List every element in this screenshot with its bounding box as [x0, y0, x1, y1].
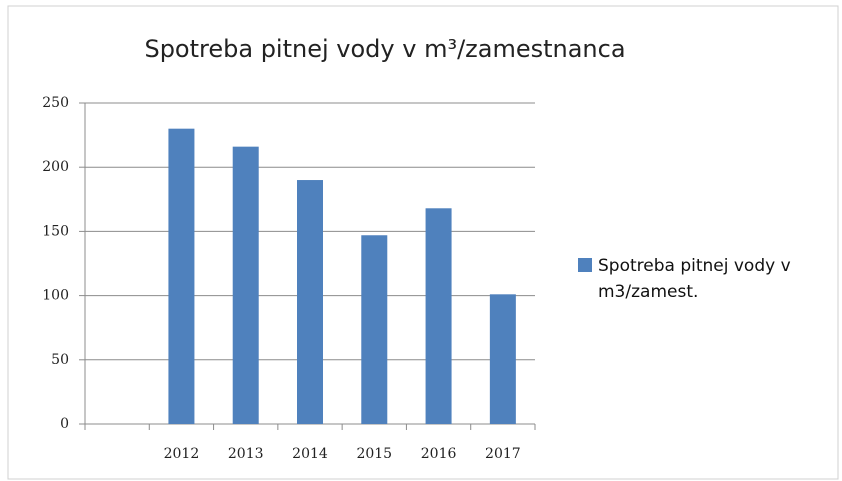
bar [232, 146, 259, 424]
y-tick-label: 150 [42, 223, 69, 239]
bar [297, 180, 323, 424]
y-tick-label: 100 [42, 288, 69, 304]
bar [361, 235, 388, 424]
x-tick-label: 2015 [356, 446, 392, 462]
y-tick-label: 200 [42, 159, 69, 175]
x-tick-label: 2012 [164, 446, 200, 462]
chart-title: Spotreba pitnej vody v m³/zamestnanca [144, 35, 625, 63]
legend-label: Spotreba pitnej vody v m3/zamest. [598, 256, 791, 302]
x-tick-label: 2016 [421, 446, 457, 462]
bar [425, 208, 452, 424]
legend-swatch [578, 258, 592, 272]
bar [489, 294, 516, 424]
y-tick-label: 250 [42, 95, 69, 111]
x-tick-label: 2013 [228, 446, 264, 462]
y-tick-label: 50 [51, 352, 69, 368]
y-tick-label: 0 [60, 416, 69, 432]
x-tick-label: 2017 [485, 446, 521, 462]
bar [168, 128, 195, 424]
chart-border [7, 5, 839, 480]
x-tick-label: 2014 [292, 446, 328, 462]
